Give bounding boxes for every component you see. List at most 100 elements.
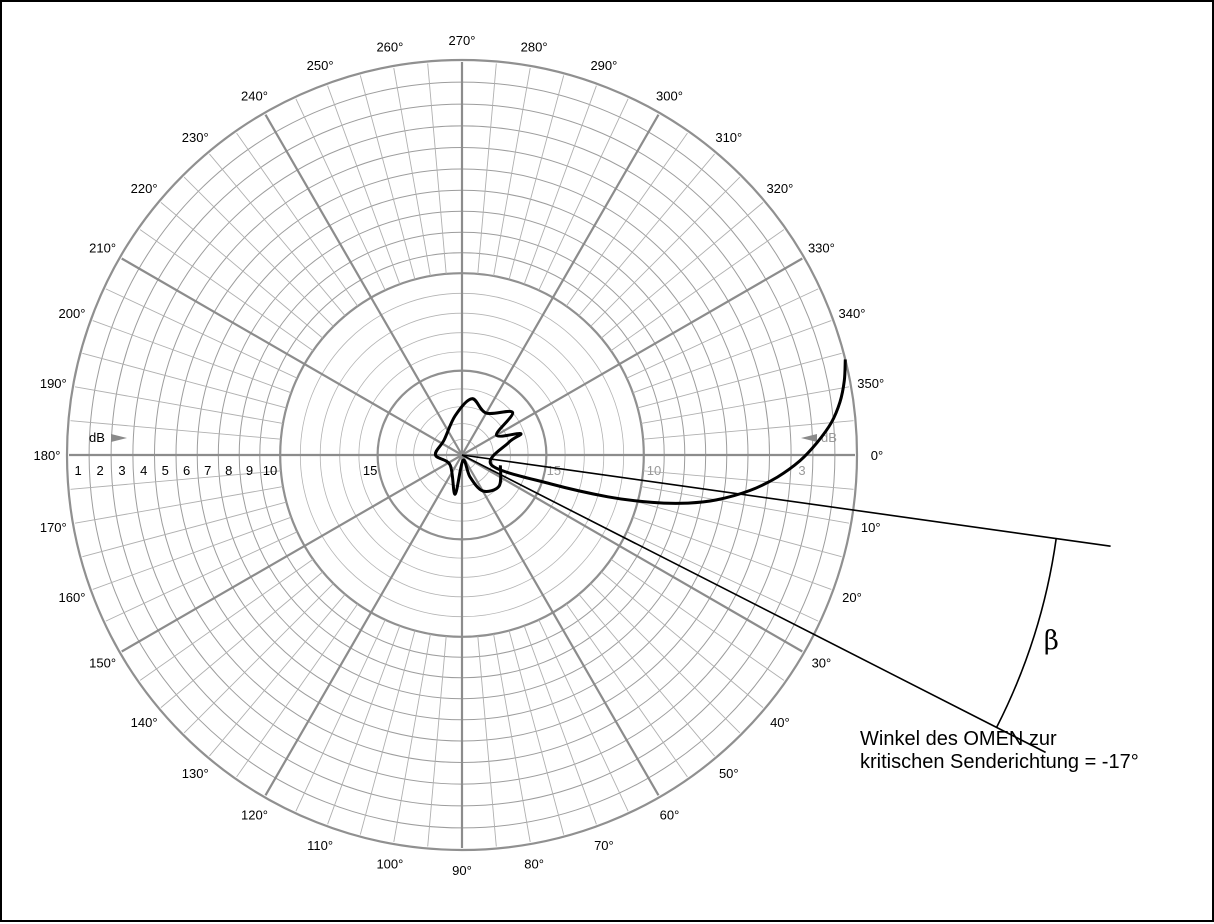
angle-tick-label: 200° (59, 306, 86, 321)
angle-tick-label: 220° (131, 181, 158, 196)
grid-spoke (74, 386, 283, 424)
grid-spoke (92, 320, 292, 394)
angle-tick-label: 230° (182, 130, 209, 145)
grid-spoke (92, 516, 292, 590)
angle-tick-label: 190° (40, 376, 67, 391)
grid-spoke (160, 571, 323, 708)
radial-tick-label: 4 (140, 463, 147, 478)
angle-note: Winkel des OMEN zur kritischen Senderich… (860, 728, 1139, 774)
grid-spoke (264, 114, 463, 456)
grid-spoke (461, 257, 803, 456)
angle-tick-label: 320° (766, 181, 793, 196)
angle-tick-label: 170° (40, 520, 67, 535)
angle-tick-label: 350° (857, 376, 884, 391)
grid-spoke (121, 257, 463, 456)
radial-tick-label: 6 (183, 463, 190, 478)
angle-tick-label: 180° (34, 448, 61, 463)
db-arrow-left-icon (111, 434, 127, 442)
grid-spoke (641, 386, 850, 424)
grid-spoke (82, 352, 287, 409)
angle-tick-label: 290° (590, 58, 617, 73)
angle-arc (995, 538, 1057, 728)
angle-annotation: β (461, 454, 1111, 754)
grid-spoke (327, 625, 401, 825)
grid-spoke (160, 202, 323, 339)
grid-ring (65, 58, 859, 852)
grid-spoke (565, 603, 688, 778)
radial-tick-label: 9 (246, 463, 253, 478)
angle-note-line-1: Winkel des OMEN zur (860, 728, 1057, 750)
angle-tick-label: 280° (521, 39, 548, 54)
grid-spoke (70, 420, 281, 440)
grid-spoke (139, 558, 314, 681)
grid-spoke (359, 630, 416, 835)
angle-tick-label: 40° (770, 715, 790, 730)
grid-spoke (461, 114, 660, 456)
grid-spoke (590, 176, 741, 327)
angle-tick-label: 10° (861, 520, 881, 535)
grid-spoke (427, 63, 447, 274)
grid-spoke (632, 320, 832, 394)
grid-spoke (295, 619, 386, 812)
angle-tick-label: 300° (656, 89, 683, 104)
angle-tick-label: 50° (719, 766, 739, 781)
angle-tick-label: 90° (452, 863, 472, 878)
grid-spoke (508, 630, 565, 835)
grid-spoke (477, 636, 497, 847)
grid-spoke (643, 420, 854, 440)
radial-tick-label: 2 (96, 463, 103, 478)
angle-tick-label: 110° (307, 838, 333, 853)
angle-tick-label: 270° (449, 33, 476, 48)
angle-tick-label: 160° (59, 590, 86, 605)
radial-tick-label: 10 (263, 463, 277, 478)
angle-tick-label: 130° (182, 766, 209, 781)
radial-tick-label-right: 10 (647, 463, 661, 478)
grid-spoke (477, 63, 497, 274)
radiation-pattern (433, 359, 847, 505)
angle-tick-label: 70° (594, 838, 614, 853)
grid-spoke (393, 634, 431, 843)
grid-spoke (427, 636, 447, 847)
angle-tick-label: 210° (89, 241, 116, 256)
angle-note-line-2: kritischen Senderichtung = -17° (860, 751, 1139, 773)
angle-tick-label: 120° (241, 807, 268, 822)
grid-spoke (538, 619, 629, 812)
grid-spoke (209, 153, 346, 316)
db-arrow-right-icon (801, 434, 817, 442)
grid-spoke (578, 153, 715, 316)
grid-spoke (74, 486, 283, 524)
grid-spoke (626, 531, 819, 622)
grid-spoke (139, 229, 314, 352)
angle-tick-label: 310° (715, 130, 742, 145)
grid-spoke (70, 470, 281, 490)
grid-spoke (523, 625, 597, 825)
grid-spoke (601, 202, 764, 339)
grid-spoke (393, 67, 431, 276)
polar-grid (65, 58, 859, 852)
grid-spoke (493, 67, 531, 276)
grid-spoke (264, 454, 463, 796)
angle-tick-label: 100° (376, 857, 403, 872)
grid-spoke (610, 229, 785, 352)
radial-tick-label: 3 (118, 463, 125, 478)
grid-spoke (626, 288, 819, 379)
grid-spoke (637, 501, 842, 558)
angle-tick-label: 140° (131, 715, 158, 730)
reference-line (461, 454, 1111, 547)
grid-spoke (236, 132, 359, 307)
grid-spoke (183, 583, 334, 734)
angle-tick-label: 250° (307, 58, 334, 73)
angle-tick-label: 340° (839, 306, 866, 321)
angle-tick-label: 80° (524, 857, 544, 872)
beta-symbol: β (1044, 626, 1059, 656)
angle-tick-label: 30° (812, 656, 832, 671)
angle-tick-label: 260° (376, 39, 403, 54)
grid-spoke (295, 98, 386, 291)
angle-tick-label: 330° (808, 241, 835, 256)
pattern-curve (433, 359, 847, 505)
grid-spoke (209, 594, 346, 757)
grid-spoke (578, 594, 715, 757)
grid-spoke (643, 470, 854, 490)
grid-spoke (565, 132, 688, 307)
